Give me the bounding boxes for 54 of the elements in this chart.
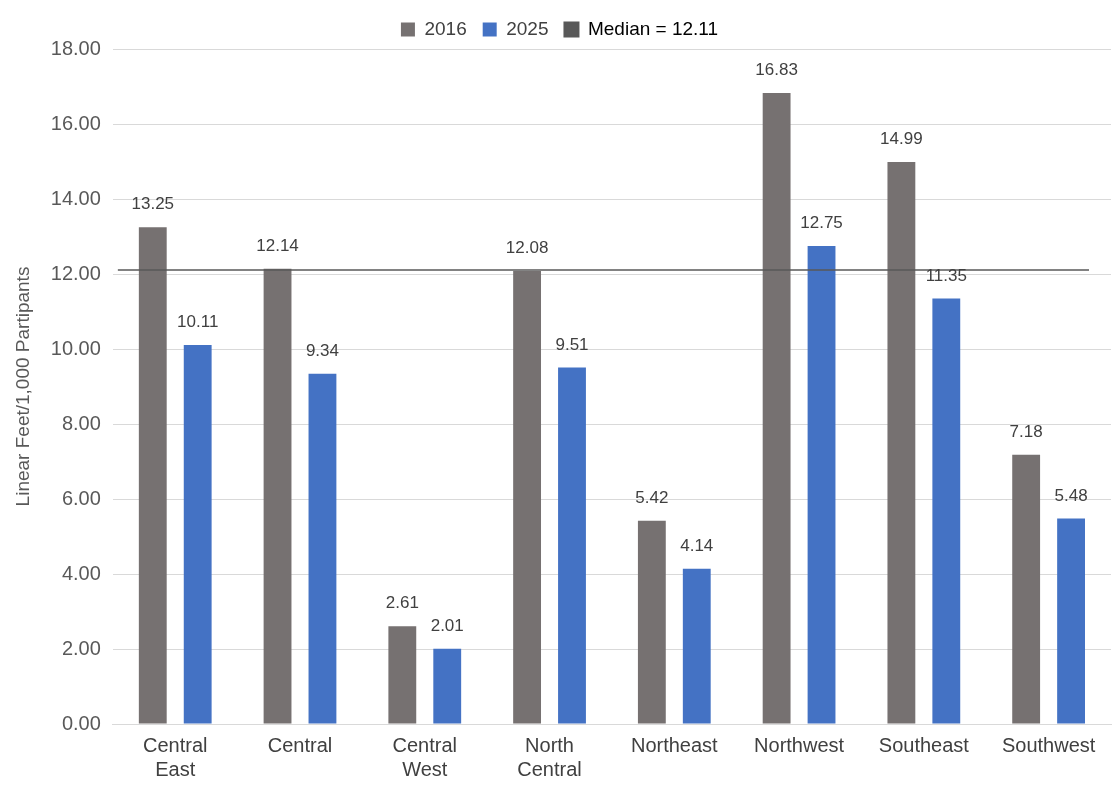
bar — [433, 648, 462, 724]
bar — [558, 367, 586, 724]
data-label: 12.08 — [505, 238, 549, 258]
bar — [932, 298, 961, 724]
y-tick-label: 12.00 — [50, 261, 101, 284]
data-label: 2.61 — [385, 593, 419, 613]
y-tick-label: 2.00 — [61, 636, 101, 659]
x-tick-label: Central East — [142, 733, 208, 780]
data-label: 10.11 — [177, 312, 219, 332]
x-tick-label: Southwest — [1001, 733, 1096, 756]
bar — [682, 568, 711, 724]
data-label: 13.25 — [131, 194, 175, 214]
x-tick-label: Central — [267, 733, 333, 756]
data-label: 14.99 — [880, 129, 923, 149]
data-label: 7.18 — [1009, 421, 1043, 441]
bar — [388, 626, 417, 724]
x-tick-label: North Central — [517, 733, 582, 780]
bar — [807, 245, 836, 724]
y-tick-label: 6.00 — [61, 486, 101, 509]
legend-label: 2025 — [506, 17, 549, 39]
bar — [183, 344, 212, 724]
bar — [1012, 454, 1041, 724]
y-tick-label: 4.00 — [61, 561, 101, 584]
x-tick-label: Northeast — [630, 733, 719, 756]
bar — [308, 373, 337, 724]
data-label: 12.14 — [256, 235, 299, 255]
y-tick-label: 10.00 — [50, 336, 101, 359]
bar — [887, 161, 916, 724]
data-label: 5.48 — [1054, 485, 1088, 505]
y-tick-label: 0.00 — [61, 711, 101, 734]
bar — [513, 271, 542, 724]
bar — [138, 227, 167, 724]
data-label: 9.51 — [555, 334, 589, 354]
y-axis-title: Linear Feet/1,000 Partipants — [11, 266, 33, 507]
bar — [762, 92, 791, 724]
legend-label: Median = 12.11 — [587, 17, 719, 39]
data-label: 11.35 — [925, 265, 967, 285]
bar — [637, 520, 666, 724]
data-label: 2.01 — [430, 615, 464, 635]
data-label: 4.14 — [680, 535, 714, 555]
data-label: 9.34 — [305, 340, 340, 360]
y-tick-label: 18.00 — [50, 36, 101, 59]
data-label: 12.75 — [800, 213, 843, 233]
data-label: 5.42 — [635, 487, 669, 507]
y-tick-label: 8.00 — [61, 411, 101, 434]
y-tick-label: 16.00 — [50, 111, 101, 134]
bar — [263, 268, 292, 724]
x-tick-label: Central West — [392, 733, 458, 780]
y-tick-label: 14.00 — [50, 186, 101, 209]
data-label: 16.83 — [755, 60, 798, 80]
x-tick-label: Southeast — [878, 733, 970, 756]
legend-label: 2016 — [424, 17, 467, 39]
bar — [1057, 518, 1085, 724]
x-tick-label: Northwest — [754, 733, 845, 756]
